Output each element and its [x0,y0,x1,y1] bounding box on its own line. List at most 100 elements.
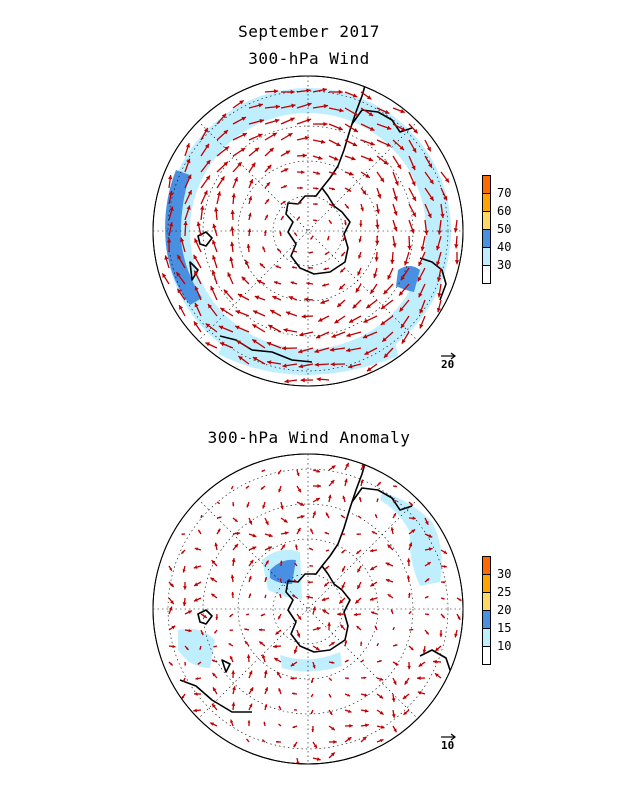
wind-vector-head [294,562,297,565]
colorbar-label: 50 [497,222,512,236]
wind-vector-head [364,708,369,713]
wind-vector-head [281,544,286,548]
wind-vector-head [420,246,425,251]
wind-vector-head [358,516,360,518]
wind-vector-head [252,546,257,551]
wind-vector-head [168,606,173,611]
wind-vector-head [379,739,384,743]
wind-vector-head [377,643,379,645]
wind-vector-head [391,713,396,718]
wind-vector-head [334,319,339,324]
wind-vector-head [219,516,222,519]
wind-vector-head [315,334,321,339]
bottom-coastlines [179,459,453,713]
wind-vector-head [278,723,281,726]
wind-vector-head [408,542,413,547]
wind-vector-head [232,504,235,507]
wind-vector-head [291,266,295,269]
wind-vector-head [277,671,281,676]
colorbar-swatch-3 [482,229,491,248]
wind-vector-head [285,311,291,316]
wind-vector-head [378,482,381,485]
wind-vector-head [355,599,360,604]
wind-vector-head [310,711,313,714]
wind-vector-head [264,594,267,597]
wind-vector-head [331,726,335,731]
wind-vector-head [207,304,213,309]
wind-vector-head [278,616,281,620]
wind-vector-head [259,263,264,267]
wind-vector-head [428,547,433,552]
wind-vector-head [380,320,386,325]
wind-vector-head [236,340,241,345]
jet-core-west [165,170,202,305]
wind-vector-head [340,269,344,273]
wind-vector-head [168,190,174,196]
bottom-reference-arrow [441,733,456,741]
wind-vector-head [265,560,269,564]
wind-vector-head [270,310,275,314]
wind-vector-head [379,694,384,699]
wind-vector-head [375,240,380,245]
wind-vector-head [262,505,266,509]
wind-vector-head [404,680,409,685]
wind-vector-head [265,214,268,218]
wind-vector-head [387,594,392,598]
wind-vector-head [304,297,309,302]
wind-vector-head [396,164,401,169]
wind-vector-head [411,165,416,171]
wind-vector-head [297,488,301,493]
wind-vector-head [454,244,459,249]
wind-vector-head [195,677,199,680]
wind-vector-head [296,472,300,477]
wind-vector-head [188,628,192,633]
wind-vector-head [265,521,269,525]
wind-vector-head [284,379,289,384]
colorbar-label: 30 [497,258,512,272]
wind-vector-head [357,584,361,590]
wind-vector-head [212,687,217,692]
wind-vector-head [362,334,368,339]
top-reference-vector-label: 20 [441,358,455,371]
wind-vector-head [227,272,232,277]
wind-vector-head [315,498,320,502]
wind-vector-head [200,514,203,517]
wind-vector-head [170,600,174,605]
africa-coast [419,257,447,301]
wind-vector-head [315,202,318,206]
wind-vector-head [324,583,328,587]
wind-vector-head [322,609,327,614]
wind-vector-head [374,625,377,629]
wind-vector-head [218,325,224,330]
wind-vector-head [307,580,311,584]
wind-vector-head [238,356,243,361]
wind-vector-head [300,514,305,519]
wind-vector-head [278,471,281,475]
wind-vector-head [434,673,439,677]
wind-vector-head [290,662,295,667]
wind-vector-head [418,662,423,667]
wind-vector-head [352,303,358,309]
wind-vector-head [220,307,225,312]
wind-vector-head [217,528,221,532]
wind-vector-head [273,644,277,649]
wind-vector-head [200,205,205,210]
top-panel-title: 300-hPa Wind [248,49,370,68]
wind-vector-head [324,252,328,255]
colorbar-swatch-5 [482,265,491,284]
wind-vector-head [358,255,362,259]
wind-vector-head [370,582,375,587]
wind-vector-head [251,162,256,168]
wind-vector-head [277,248,280,252]
wind-vector-head [365,173,370,178]
wind-vector-head [330,752,335,757]
wind-vector-head [346,332,351,338]
wind-vector-head [214,542,218,547]
wind-vector-head [199,647,202,650]
colorbar-label: 25 [497,585,512,599]
top-wind-vectors [161,87,460,384]
wind-vector-head [338,89,343,95]
wind-vector-head [379,677,384,681]
wind-vector-head [262,739,265,742]
wind-vector-head [298,349,303,354]
